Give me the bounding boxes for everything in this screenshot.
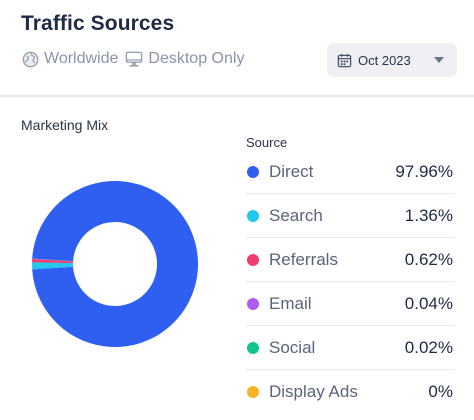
globe-icon xyxy=(22,51,39,67)
chevron-down-icon xyxy=(434,57,444,63)
donut-slice-direct[interactable] xyxy=(32,181,198,347)
legend: Source Direct 97.96% Search 1.36% Referrals 0… xyxy=(246,135,455,401)
legend-value: 0.62% xyxy=(404,249,453,269)
legend-swatch xyxy=(247,253,259,266)
legend-swatch xyxy=(247,297,259,310)
filter-label: Desktop Only xyxy=(148,50,245,67)
legend-label: Social xyxy=(269,337,316,357)
filter-label: Worldwide xyxy=(44,50,119,67)
legend-label: Email xyxy=(269,293,312,313)
legend-value: 0% xyxy=(428,382,453,401)
header-divider xyxy=(0,95,474,97)
calendar-icon xyxy=(337,53,352,67)
legend-item: Direct 97.96% xyxy=(246,150,455,194)
legend-swatch xyxy=(247,209,259,222)
header: Traffic Sources Worldwide Desktop Only xyxy=(0,0,474,96)
legend-item: Search 1.36% xyxy=(246,194,455,238)
donut-slice-email[interactable] xyxy=(32,258,74,262)
legend-label: Referrals xyxy=(269,249,338,269)
legend-rows: Direct 97.96% Search 1.36% Referrals 0.62% Ema… xyxy=(246,150,455,414)
legend-value: 97.96% xyxy=(395,161,453,181)
legend-heading: Source xyxy=(246,135,288,150)
legend-label: Display Ads xyxy=(269,382,358,401)
donut-slice-social[interactable] xyxy=(32,258,74,262)
donut-slice-referrals[interactable] xyxy=(32,258,74,264)
donut-chart xyxy=(32,181,198,347)
legend-value: 0.02% xyxy=(404,337,453,357)
filter-worldwide[interactable]: Worldwide xyxy=(22,50,118,68)
desktop-icon xyxy=(126,51,143,67)
legend-label: Direct xyxy=(269,161,314,181)
legend-swatch xyxy=(247,165,259,178)
legend-swatch xyxy=(247,341,259,354)
legend-value: 1.36% xyxy=(404,205,453,225)
legend-item: Social 0.02% xyxy=(246,326,455,370)
filter-bar: Worldwide Desktop Only xyxy=(22,50,244,68)
legend-label: Search xyxy=(269,205,323,225)
page-title: Traffic Sources xyxy=(21,12,175,35)
legend-value: 0.04% xyxy=(404,293,453,313)
date-picker-button[interactable]: Oct 2023 xyxy=(327,43,457,77)
legend-item: Email 0.04% xyxy=(246,282,455,326)
filter-desktop[interactable]: Desktop Only xyxy=(125,50,244,68)
date-label: Oct 2023 xyxy=(358,52,411,68)
legend-item: Referrals 0.62% xyxy=(246,238,455,282)
legend-swatch xyxy=(247,386,259,398)
section-title: Marketing Mix xyxy=(21,117,109,133)
donut-slice-search[interactable] xyxy=(32,262,74,270)
legend-item: Display Ads 0% xyxy=(246,370,455,414)
